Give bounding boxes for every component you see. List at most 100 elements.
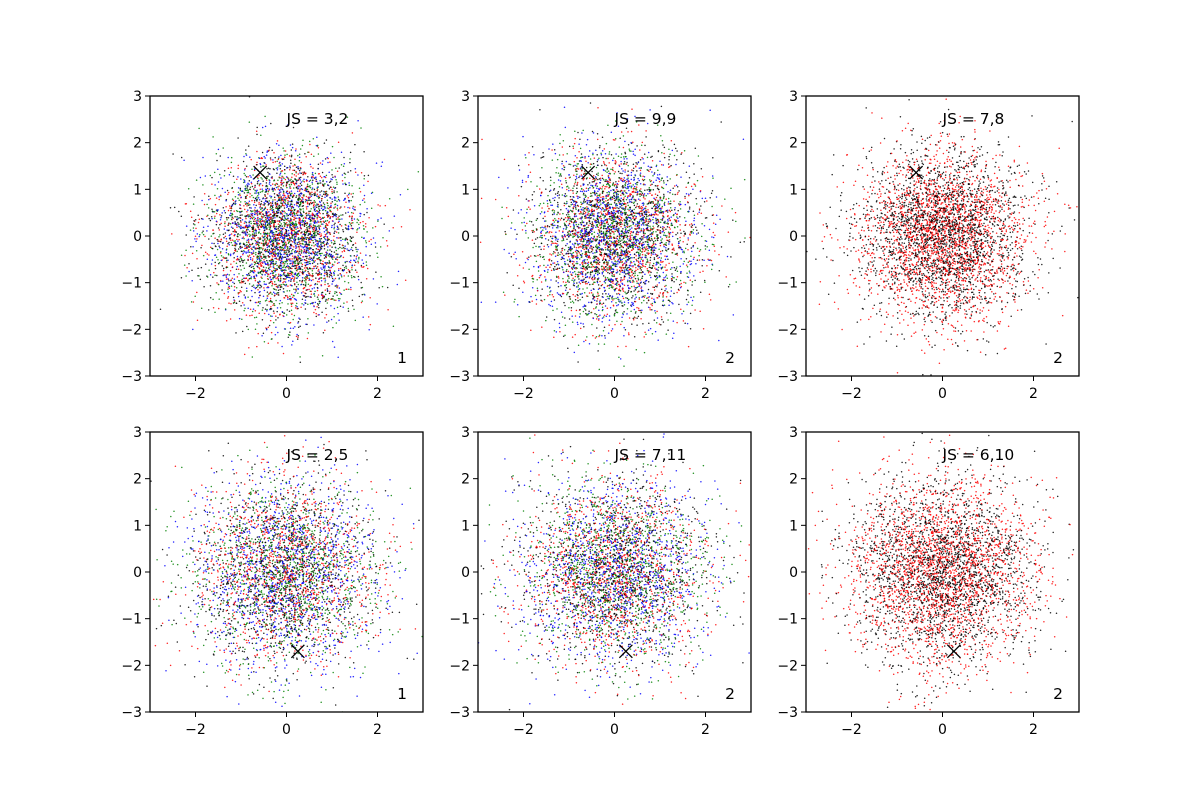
scatter-point (642, 196, 645, 199)
scatter-point (276, 172, 278, 175)
scatter-point (293, 280, 295, 283)
scatter-point (339, 273, 342, 275)
scatter-point (292, 260, 294, 262)
scatter-point (352, 304, 354, 307)
scatter-point (267, 211, 269, 214)
scatter-point (609, 213, 611, 215)
scatter-point (346, 238, 348, 241)
scatter-point (295, 224, 297, 227)
scatter-point (293, 226, 295, 228)
scatter-point (351, 132, 354, 134)
scatter-point (280, 218, 282, 220)
scatter-point (195, 227, 197, 230)
scatter-point (351, 227, 354, 230)
scatter-point (254, 291, 256, 294)
scatter-point (237, 197, 239, 200)
scatter-point (269, 241, 271, 244)
scatter-point (303, 189, 306, 191)
scatter-point (261, 309, 264, 311)
scatter-point (307, 185, 309, 188)
scatter-point (218, 261, 221, 264)
scatter-point (259, 205, 262, 208)
scatter-point (565, 287, 568, 289)
scatter-point (304, 279, 306, 282)
scatter-point (653, 298, 655, 300)
scatter-point (230, 233, 233, 235)
scatter-point (252, 252, 255, 254)
scatter-point (218, 198, 220, 201)
scatter-point (247, 250, 250, 252)
scatter-point (307, 196, 309, 199)
scatter-point (206, 203, 208, 206)
scatter-point (253, 209, 256, 211)
scatter-point (563, 168, 565, 171)
scatter-point (284, 178, 287, 181)
scatter-point (324, 267, 326, 269)
scatter-point (655, 230, 657, 233)
scatter-point (225, 274, 227, 276)
scatter-point (268, 300, 270, 303)
scatter-point (315, 272, 317, 274)
scatter-point (272, 288, 275, 290)
scatter-point (269, 272, 272, 275)
scatter-point (576, 167, 578, 170)
scatter-point (244, 185, 247, 187)
scatter-point (229, 318, 232, 320)
scatter-point (282, 288, 285, 290)
scatter-point (272, 274, 274, 277)
scatter-point (284, 295, 287, 297)
scatter-point (302, 180, 304, 182)
scatter-point (259, 204, 262, 206)
scatter-point (616, 271, 619, 273)
scatter-point (351, 219, 354, 221)
scatter-point (601, 249, 603, 251)
scatter-point (252, 308, 255, 310)
scatter-point (575, 177, 578, 179)
scatter-point (626, 157, 628, 160)
scatter-point (280, 223, 283, 225)
scatter-point (306, 257, 308, 259)
scatter-point (207, 225, 209, 227)
scatter-point (335, 215, 337, 218)
scatter-point (202, 226, 205, 229)
scatter-point (287, 214, 290, 217)
scatter-point (233, 252, 235, 254)
scatter-point (259, 251, 261, 254)
scatter-point (376, 252, 378, 254)
scatter-point (257, 193, 260, 195)
scatter-point (285, 285, 287, 287)
scatter-point (200, 307, 203, 309)
scatter-point (217, 283, 220, 286)
scatter-point (300, 214, 303, 216)
scatter-point (641, 253, 644, 256)
scatter-point (334, 176, 336, 178)
scatter-point (260, 176, 262, 179)
scatter-point (209, 273, 212, 276)
scatter-point (252, 271, 254, 273)
scatter-point (291, 252, 293, 255)
scatter-point (262, 306, 264, 309)
scatter-point (237, 167, 239, 170)
scatter-point (337, 312, 339, 315)
scatter-point (598, 157, 600, 159)
scatter-point (256, 126, 258, 129)
scatter-point (250, 269, 252, 272)
scatter-point (301, 276, 304, 279)
scatter-point (591, 276, 594, 278)
scatter-point (626, 252, 629, 255)
scatter-point (275, 207, 277, 210)
scatter-point (211, 208, 213, 210)
scatter-point (253, 188, 255, 190)
scatter-point (228, 302, 230, 304)
scatter-point (317, 221, 320, 223)
scatter-point (199, 278, 202, 281)
scatter-point (657, 269, 659, 271)
scatter-point (292, 265, 294, 267)
scatter-point (282, 192, 285, 195)
scatter-point (246, 187, 248, 189)
scatter-point (301, 298, 304, 300)
scatter-point (335, 249, 338, 252)
scatter-point (324, 196, 326, 199)
scatter-point (285, 269, 287, 272)
scatter-point (350, 248, 352, 251)
